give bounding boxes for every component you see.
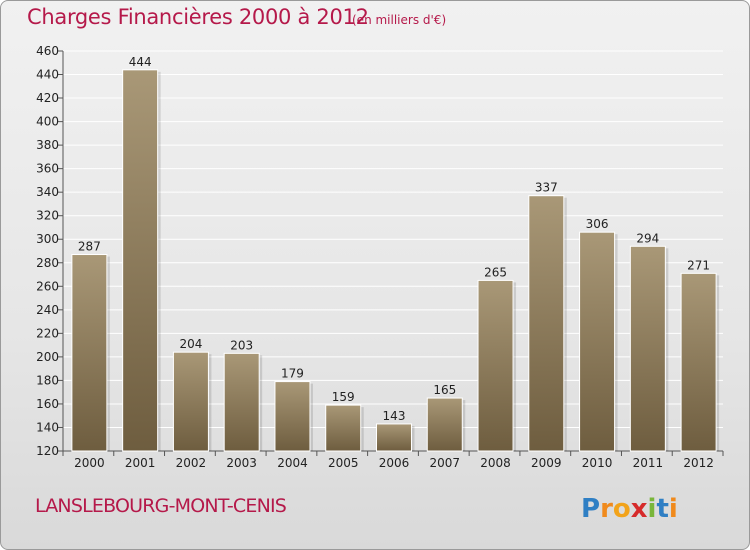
x-tick-label: 2009 <box>531 456 562 470</box>
x-tick-label: 2004 <box>277 456 308 470</box>
x-tick-label: 2011 <box>633 456 664 470</box>
data-labels: 287 444 204 203 179 159 143 165 265 337 306 294 271 <box>78 55 710 423</box>
bar <box>477 279 514 452</box>
y-tick-label: 320 <box>36 209 59 223</box>
y-tick-label: 380 <box>36 138 59 152</box>
bar <box>223 352 260 452</box>
data-label: 287 <box>78 240 101 254</box>
bar <box>122 69 159 452</box>
y-tick-label: 360 <box>36 162 59 176</box>
bar <box>325 404 362 452</box>
bar <box>680 272 717 452</box>
x-tick-label: 2002 <box>176 456 207 470</box>
y-tick-label: 420 <box>36 91 59 105</box>
y-tick-label: 120 <box>36 444 59 458</box>
y-tick-label: 180 <box>36 373 59 387</box>
x-tick-label: 2007 <box>429 456 460 470</box>
x-tick-label: 2003 <box>226 456 257 470</box>
x-tick-label: 2001 <box>125 456 156 470</box>
data-label: 179 <box>281 367 304 381</box>
y-tick-label: 280 <box>36 256 59 270</box>
y-tick-label: 260 <box>36 279 59 293</box>
bar <box>528 195 565 452</box>
bar <box>579 231 616 452</box>
y-tick-label: 300 <box>36 232 59 246</box>
bar <box>426 397 463 452</box>
bar <box>629 245 666 452</box>
y-tick-label: 440 <box>36 68 59 82</box>
bar <box>376 423 412 452</box>
grid-lines <box>63 50 723 452</box>
y-tick-label: 200 <box>36 350 59 364</box>
bars <box>71 69 720 452</box>
x-tick-label: 2006 <box>379 456 410 470</box>
x-tick-label: 2010 <box>582 456 613 470</box>
y-tick-label: 400 <box>36 115 59 129</box>
data-label: 337 <box>535 181 558 195</box>
y-tick-label: 240 <box>36 303 59 317</box>
y-tick-label: 340 <box>36 185 59 199</box>
y-tick-label: 160 <box>36 397 59 411</box>
bar <box>71 254 108 452</box>
x-tick-label: 2008 <box>480 456 511 470</box>
bar <box>172 351 209 452</box>
data-label: 143 <box>383 409 406 423</box>
data-label: 444 <box>129 55 152 69</box>
y-tick-label: 460 <box>36 44 59 58</box>
bar <box>274 381 311 452</box>
x-tick-label: 2005 <box>328 456 359 470</box>
x-tick-labels: 2000 2001 2002 2003 2004 2005 2006 2007 2008 2009… <box>74 456 714 470</box>
chart-title: Charges Financières 2000 à 2012 <box>27 5 369 29</box>
data-label: 271 <box>687 258 710 272</box>
data-label: 165 <box>433 383 456 397</box>
y-tick-labels: 120 140 160 180 200 220 240 260 280 300 320 340 360 3… <box>36 44 59 458</box>
x-tick-label: 2012 <box>683 456 714 470</box>
chart-unit-note: (en milliers d'€) <box>352 13 447 27</box>
svg-text:Proxiti: Proxiti <box>581 494 678 524</box>
y-tick-label: 220 <box>36 326 59 340</box>
data-label: 306 <box>586 217 609 231</box>
x-tick-label: 2000 <box>74 456 105 470</box>
proxiti-logo[interactable]: Proxiti <box>579 487 689 527</box>
data-label: 204 <box>179 337 202 351</box>
data-label: 294 <box>636 231 659 245</box>
data-label: 265 <box>484 265 507 279</box>
town-name: LANSLEBOURG-MONT-CENIS <box>35 495 287 517</box>
y-tick-label: 140 <box>36 420 59 434</box>
data-label: 203 <box>230 338 253 352</box>
data-label: 159 <box>332 390 355 404</box>
